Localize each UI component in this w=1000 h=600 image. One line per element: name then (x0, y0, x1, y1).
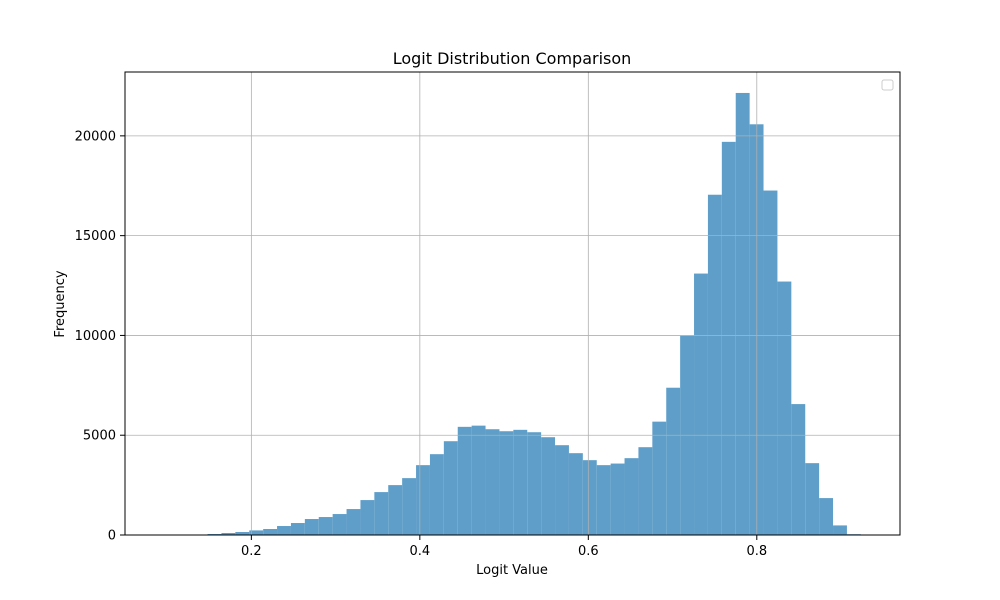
histogram-bar (346, 509, 361, 535)
histogram-bar (624, 458, 639, 535)
y-tick-label: 15000 (75, 229, 116, 244)
histogram-bar (777, 281, 792, 535)
y-axis-label: Frequency (53, 270, 68, 337)
legend-box (881, 79, 894, 91)
histogram-bar (402, 478, 417, 535)
histogram-bar (290, 523, 305, 535)
histogram-bar (833, 525, 847, 535)
histogram-bar (666, 387, 681, 535)
x-tick-label: 0.8 (746, 544, 767, 559)
histogram-bar (249, 530, 264, 535)
histogram-bar (652, 421, 667, 535)
x-axis-ticks: 0.2 0.4 0.6 0.8 (241, 535, 767, 559)
histogram-bar (277, 526, 291, 535)
histogram-bar (707, 194, 722, 535)
x-axis-label: Logit Value (476, 563, 548, 578)
x-tick-label: 0.4 (409, 544, 430, 559)
histogram-bar (221, 533, 236, 535)
histogram-bar (763, 190, 778, 536)
x-tick-label: 0.6 (578, 544, 599, 559)
histogram-bar (443, 441, 458, 535)
histogram-bar (416, 465, 430, 535)
y-tick-label: 10000 (75, 329, 116, 344)
histogram-bar (332, 514, 347, 535)
histogram-bar (735, 92, 750, 535)
histogram-bar (318, 517, 333, 535)
histogram-bar (235, 532, 250, 535)
histogram-bar (499, 431, 514, 535)
histogram-bar (610, 463, 625, 535)
bars (179, 92, 875, 536)
histogram-bar (388, 485, 403, 535)
histogram-bar (263, 529, 278, 535)
histogram-bar (791, 404, 806, 535)
plot-frame (124, 71, 901, 536)
histogram-bar (819, 498, 834, 535)
y-tick-label: 20000 (75, 129, 116, 144)
histogram-bar (541, 437, 556, 535)
histogram-bar (360, 500, 375, 535)
histogram-bar (374, 492, 389, 535)
histogram-bar (429, 454, 444, 535)
histogram-bar (513, 429, 528, 535)
histogram-bar (805, 463, 820, 535)
histogram-bar (555, 445, 569, 535)
y-axis-ticks: 0 5000 10000 15000 20000 (75, 129, 125, 544)
histogram-bar (304, 519, 319, 535)
x-tick-label: 0.2 (241, 544, 262, 559)
histogram-bar (596, 465, 611, 535)
histogram-bar (527, 432, 542, 535)
histogram-bar (568, 453, 583, 535)
histogram-bar (694, 273, 708, 535)
y-tick-label: 0 (108, 529, 116, 544)
histogram-bar (471, 425, 486, 535)
y-tick-label: 5000 (83, 429, 116, 444)
histogram-bar (638, 447, 653, 535)
chart-title: Logit Distribution Comparison (393, 49, 632, 68)
histogram-bar (582, 460, 597, 535)
histogram-bar (721, 141, 736, 536)
histogram-bar (457, 426, 472, 535)
histogram-bar (485, 429, 500, 535)
